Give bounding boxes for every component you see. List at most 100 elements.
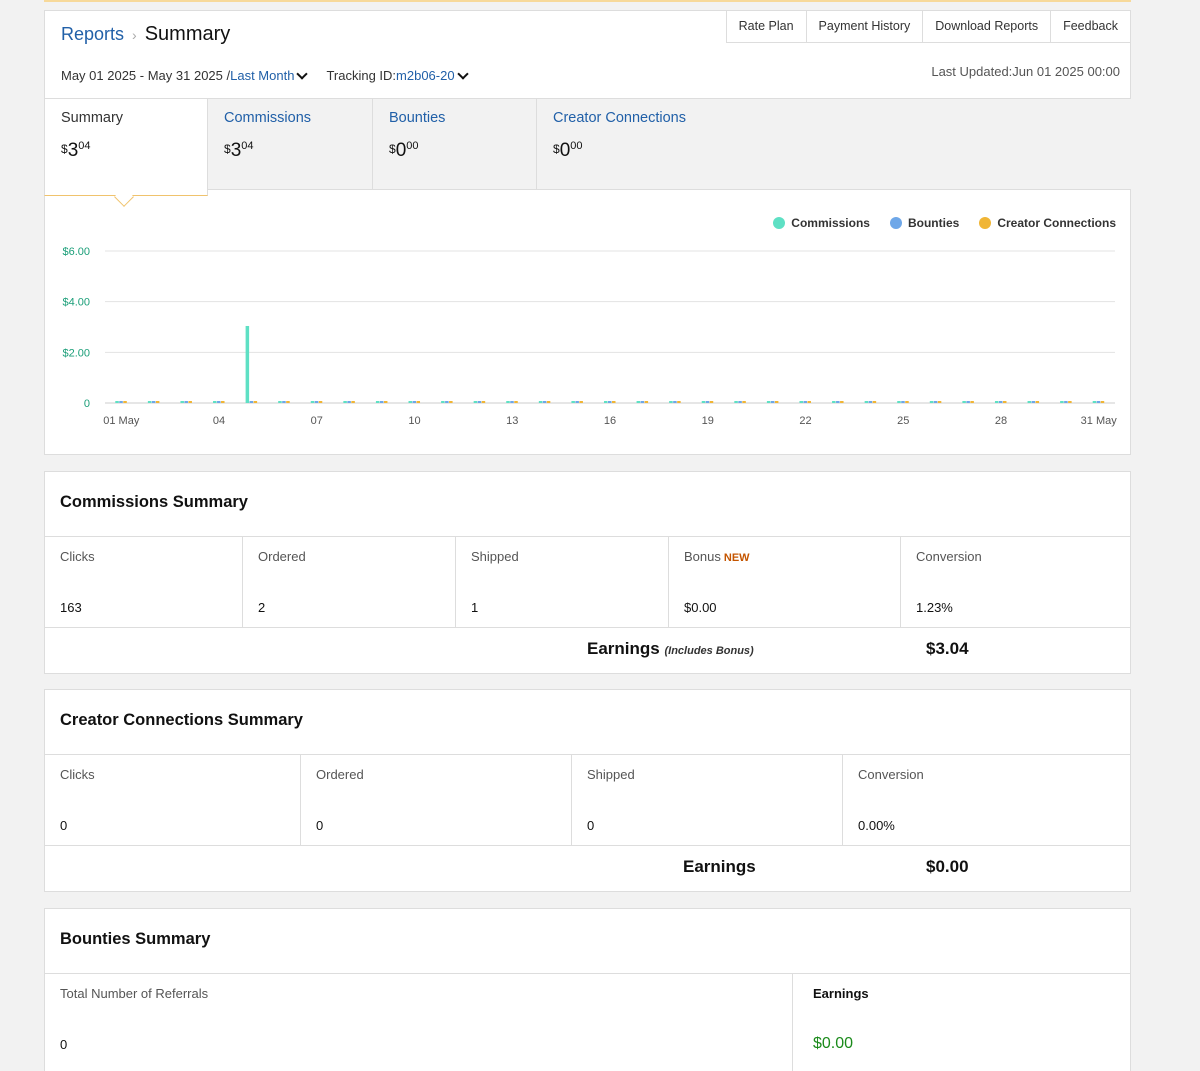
x-tick-label: 25 bbox=[897, 415, 909, 427]
tab-summary[interactable]: Summary $3 04 bbox=[44, 99, 208, 207]
bar-creator-connections bbox=[807, 401, 811, 403]
page-title: Summary bbox=[144, 23, 231, 45]
bar-bounties bbox=[217, 401, 221, 403]
bar-commissions bbox=[571, 401, 575, 403]
tab-commissions[interactable]: Commissions $3 04 bbox=[208, 99, 372, 190]
commissions-bonus-label: Bonus bbox=[684, 549, 721, 564]
x-tick-label: 07 bbox=[311, 415, 323, 427]
bar-bounties bbox=[184, 401, 188, 403]
tab-summary-dollars: 3 bbox=[67, 140, 79, 161]
chart-legend: Commissions Bounties Creator Connections bbox=[753, 216, 1116, 230]
bar-commissions bbox=[180, 401, 184, 403]
period-dropdown[interactable]: Last Month bbox=[230, 68, 295, 83]
tab-creator-connections-cents: 00 bbox=[570, 140, 583, 152]
payment-history-link[interactable]: Payment History bbox=[805, 10, 923, 43]
bar-creator-connections bbox=[1035, 401, 1040, 403]
commissions-earnings-value: $3.04 bbox=[926, 639, 969, 658]
top-links: Rate Plan Payment History Download Repor… bbox=[725, 10, 1131, 43]
bar-commissions bbox=[962, 401, 966, 403]
bar-commissions bbox=[897, 401, 901, 403]
last-updated: Last Updated:Jun 01 2025 00:00 bbox=[931, 64, 1120, 79]
bar-bounties bbox=[868, 401, 873, 403]
breadcrumb-separator-icon: › bbox=[132, 27, 137, 43]
creator-ordered-value: 0 bbox=[316, 818, 324, 833]
tracking-id-selector: Tracking ID: m2b06-20 bbox=[326, 67, 470, 83]
feedback-link[interactable]: Feedback bbox=[1050, 10, 1131, 43]
bounties-earnings-label: Earnings bbox=[813, 986, 869, 1001]
bar-commissions bbox=[147, 401, 152, 403]
period-chevron-down-icon[interactable] bbox=[296, 67, 309, 80]
rate-plan-link[interactable]: Rate Plan bbox=[725, 10, 806, 43]
top-stripe bbox=[44, 0, 1131, 2]
bar-commissions bbox=[636, 401, 641, 403]
bar-commissions bbox=[864, 401, 869, 403]
bar-creator-connections bbox=[514, 401, 518, 403]
bar-commissions bbox=[832, 401, 836, 403]
includes-bonus-note: (Includes Bonus) bbox=[664, 645, 754, 657]
legend-bounties[interactable]: Bounties bbox=[889, 216, 959, 230]
bar-bounties bbox=[901, 401, 905, 403]
bar-commissions bbox=[799, 401, 803, 403]
tab-summary-currency: $ bbox=[61, 142, 68, 156]
commissions-clicks-label: Clicks bbox=[60, 549, 95, 564]
bar-creator-connections bbox=[1100, 401, 1105, 403]
bar-creator-connections bbox=[546, 401, 551, 403]
tab-commissions-label: Commissions bbox=[224, 110, 312, 126]
bar-bounties bbox=[379, 401, 384, 403]
bar-bounties bbox=[673, 401, 677, 403]
bar-bounties bbox=[249, 401, 254, 403]
creator-conversion-value: 0.00% bbox=[858, 818, 895, 833]
creator-earnings-value: $0.00 bbox=[926, 857, 969, 876]
bar-commissions bbox=[408, 401, 413, 403]
tab-summary-amount: $3 04 bbox=[61, 140, 191, 162]
bounties-referrals-label: Total Number of Referrals bbox=[60, 986, 209, 1001]
bar-bounties bbox=[640, 401, 645, 403]
bar-bounties bbox=[608, 401, 612, 403]
x-tick-label: 28 bbox=[995, 415, 1007, 427]
bar-creator-connections bbox=[253, 401, 258, 403]
bar-bounties bbox=[1064, 401, 1068, 403]
tab-bounties-dollars: 0 bbox=[395, 140, 407, 161]
bar-creator-connections bbox=[351, 401, 355, 403]
creator-clicks-value: 0 bbox=[60, 818, 68, 833]
bar-commissions bbox=[506, 401, 510, 403]
bar-commissions bbox=[441, 401, 445, 403]
commissions-conversion-value: 1.23% bbox=[916, 600, 953, 615]
creator-clicks-label: Clicks bbox=[60, 767, 95, 782]
earnings-bar-chart: 0 $2.00 $4.00 $6.00 01 May 04 07 10 13 16 19 22 25 28… bbox=[62, 246, 1117, 427]
creator-ordered-cell: Ordered 0 bbox=[301, 755, 572, 845]
tab-commissions-currency: $ bbox=[224, 142, 231, 156]
breadcrumb-reports-link[interactable]: Reports bbox=[61, 24, 125, 44]
bar-creator-connections bbox=[155, 401, 160, 403]
tab-creator-connections[interactable]: Creator Connections $0 00 bbox=[536, 99, 736, 190]
tab-creator-connections-dollars: 0 bbox=[559, 140, 571, 161]
y-tick-label: $4.00 bbox=[62, 297, 90, 309]
bar-commissions bbox=[310, 401, 315, 403]
creator-conversion-cell: Conversion 0.00% bbox=[843, 755, 1130, 845]
download-reports-link[interactable]: Download Reports bbox=[922, 10, 1051, 43]
bar-commissions bbox=[1027, 401, 1032, 403]
commissions-summary-title: Commissions Summary bbox=[60, 493, 248, 511]
tab-bounties[interactable]: Bounties $0 00 bbox=[372, 99, 536, 190]
bar-commissions bbox=[343, 401, 347, 403]
bar-bounties bbox=[705, 401, 710, 403]
bounties-earnings-cell: Earnings $0.00 bbox=[793, 974, 1130, 1071]
bar-commissions bbox=[375, 401, 380, 403]
tracking-id-dropdown[interactable]: m2b06-20 bbox=[396, 68, 455, 83]
creator-summary-grid: Clicks 0 Ordered 0 Shipped 0 Conversion … bbox=[45, 754, 1130, 846]
bar-commissions bbox=[701, 401, 706, 403]
x-tick-label: 16 bbox=[604, 415, 616, 427]
legend-bounties-dot bbox=[889, 217, 902, 229]
x-tick-label: 19 bbox=[702, 415, 714, 427]
bar-bounties bbox=[933, 401, 938, 403]
bar-commissions bbox=[538, 401, 543, 403]
creator-clicks-cell: Clicks 0 bbox=[45, 755, 301, 845]
bar-bounties bbox=[803, 401, 807, 403]
tab-commissions-amount: $3 04 bbox=[224, 140, 356, 162]
legend-commissions[interactable]: Commissions bbox=[773, 216, 870, 230]
commissions-ordered-label: Ordered bbox=[258, 549, 306, 564]
legend-creator-connections[interactable]: Creator Connections bbox=[979, 216, 1116, 230]
tracking-chevron-down-icon[interactable] bbox=[456, 67, 469, 80]
bar-creator-connections bbox=[449, 401, 453, 403]
bar-creator-connections bbox=[840, 401, 844, 403]
